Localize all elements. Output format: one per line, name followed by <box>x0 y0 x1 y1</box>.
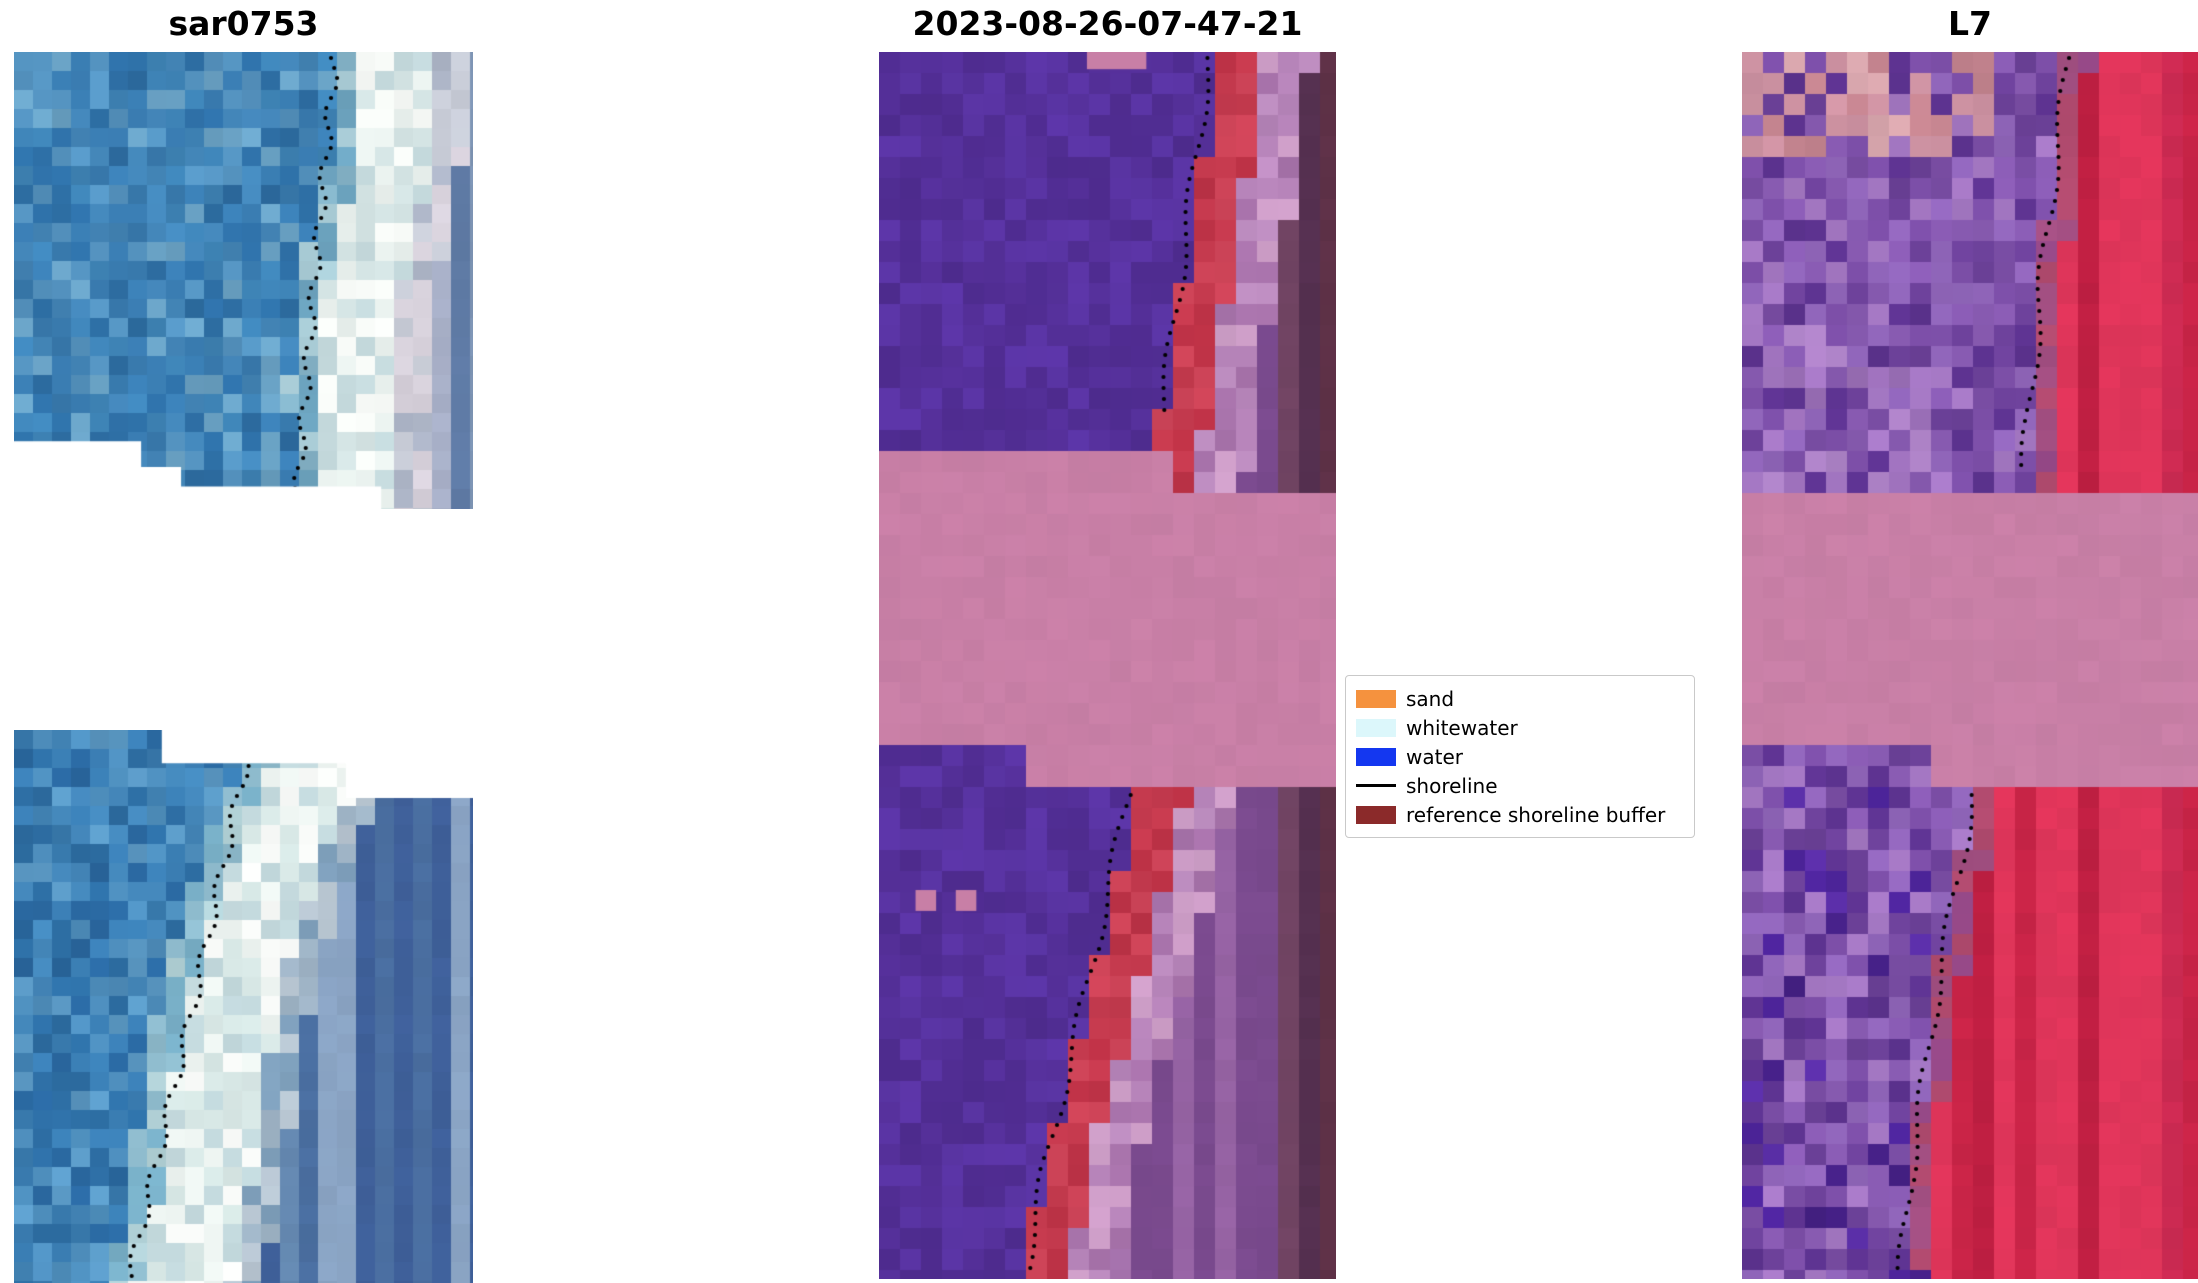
legend: sand whitewater water shoreline referenc… <box>1345 675 1695 838</box>
legend-entry-shoreline: shoreline <box>1356 771 1684 800</box>
sar-image-upper-segment <box>14 52 473 509</box>
buffer-color-swatch <box>1356 805 1396 824</box>
legend-entry-water: water <box>1356 742 1684 771</box>
legend-label-shoreline: shoreline <box>1406 773 1498 798</box>
legend-label-water: water <box>1406 744 1463 769</box>
panel-title-l7: L7 <box>1948 4 1992 43</box>
legend-label-sand: sand <box>1406 686 1455 711</box>
sar-image-lower-segment <box>14 730 473 1283</box>
whitewater-color-swatch <box>1356 718 1396 737</box>
shoreline-line-swatch <box>1356 784 1396 787</box>
l7-image <box>1742 52 2198 1279</box>
legend-entry-sand: sand <box>1356 684 1684 713</box>
water-color-swatch <box>1356 747 1396 766</box>
legend-label-whitewater: whitewater <box>1406 715 1518 740</box>
classified-image <box>879 52 1336 1279</box>
legend-entry-whitewater: whitewater <box>1356 713 1684 742</box>
legend-label-buffer: reference shoreline buffer <box>1406 802 1666 827</box>
panel-title-sar0753: sar0753 <box>168 4 319 43</box>
legend-entry-reference-shoreline-buffer: reference shoreline buffer <box>1356 800 1684 829</box>
sand-color-swatch <box>1356 689 1396 708</box>
panel-title-date: 2023-08-26-07-47-21 <box>912 4 1303 43</box>
